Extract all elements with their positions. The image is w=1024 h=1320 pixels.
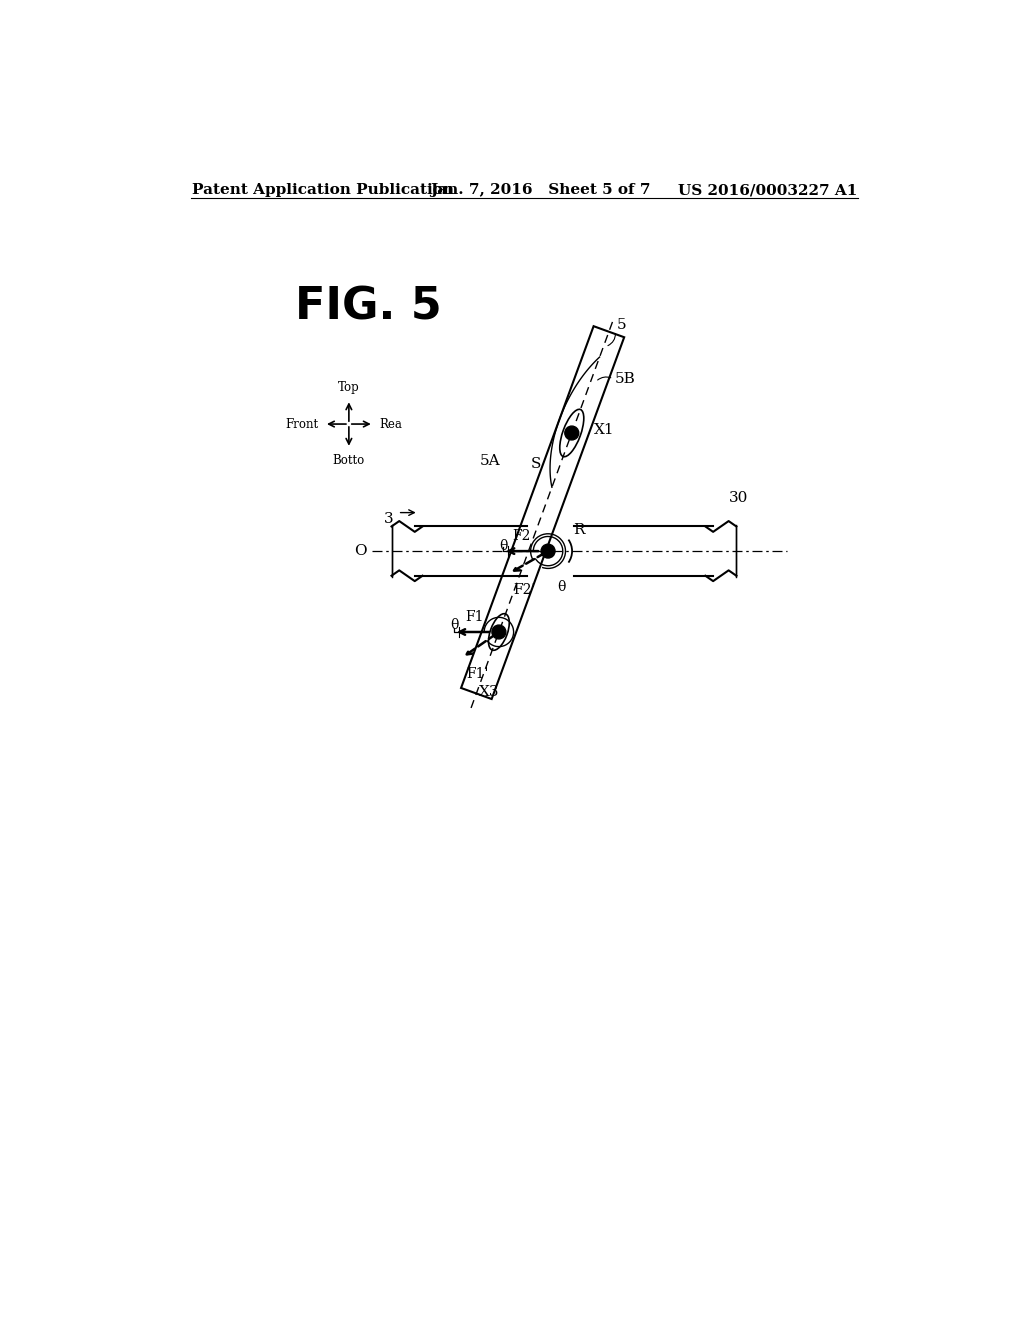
Text: FIG. 5: FIG. 5 <box>295 285 441 329</box>
Text: Jan. 7, 2016   Sheet 5 of 7: Jan. 7, 2016 Sheet 5 of 7 <box>430 183 650 197</box>
Text: 5A: 5A <box>480 454 501 469</box>
Text: 30: 30 <box>729 491 748 506</box>
Text: X3: X3 <box>479 685 500 700</box>
Text: F1': F1' <box>466 667 488 681</box>
Text: Front: Front <box>286 417 318 430</box>
Text: Top: Top <box>338 381 359 395</box>
Circle shape <box>541 544 555 558</box>
Text: F2: F2 <box>512 529 530 544</box>
Text: θ: θ <box>451 618 459 632</box>
Text: Patent Application Publication: Patent Application Publication <box>191 183 454 197</box>
Text: F1: F1 <box>466 610 484 624</box>
Text: 5B: 5B <box>615 372 636 385</box>
Text: θ: θ <box>557 581 565 594</box>
Text: 5: 5 <box>616 318 627 333</box>
Text: 3: 3 <box>384 512 394 525</box>
Text: R: R <box>572 523 585 537</box>
Text: θ: θ <box>500 539 508 553</box>
Text: US 2016/0003227 A1: US 2016/0003227 A1 <box>678 183 858 197</box>
Text: F2': F2' <box>513 582 536 597</box>
Text: O: O <box>354 544 367 558</box>
Text: Botto: Botto <box>333 454 365 467</box>
Circle shape <box>492 626 506 639</box>
Text: Rea: Rea <box>379 417 402 430</box>
Text: X1: X1 <box>594 424 614 437</box>
Text: S: S <box>530 457 541 471</box>
Circle shape <box>565 426 579 440</box>
